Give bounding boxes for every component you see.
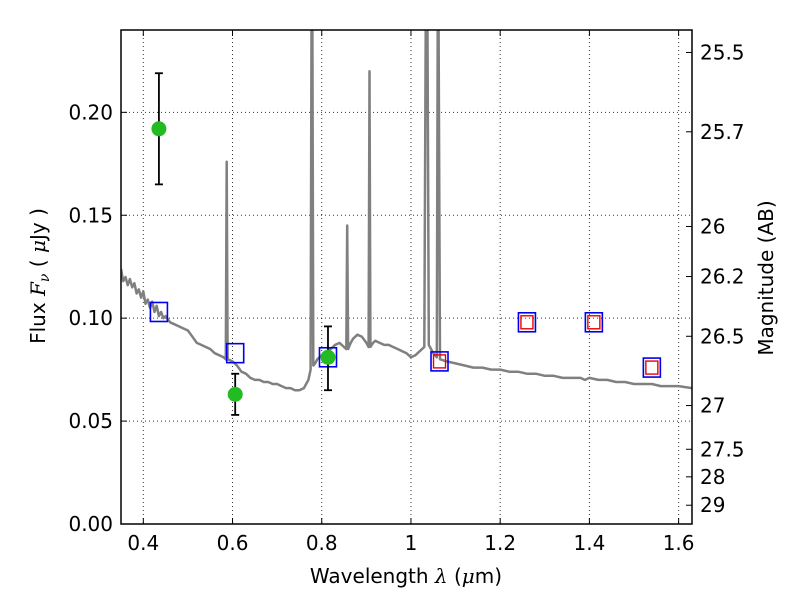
model-square-marker <box>225 342 245 364</box>
grid <box>121 30 692 525</box>
spectrum-line <box>121 30 692 392</box>
x-tick-label: 1.6 <box>663 531 695 555</box>
y2-tick-label: 26 <box>700 214 725 238</box>
model-square-marker <box>517 311 537 333</box>
x-tick-label: 0.6 <box>217 531 249 555</box>
y-tick-label: 0.10 <box>68 306 113 330</box>
y-tick-label: 0.15 <box>68 203 113 227</box>
y-axis-label: Flux Fν ( μJy ) <box>26 208 53 344</box>
plot-frame <box>120 29 693 525</box>
x-tick-label: 1.2 <box>484 531 516 555</box>
y2-tick-label: 29 <box>700 493 725 517</box>
y2-tick-label: 27.5 <box>700 437 745 461</box>
x-tick-label: 0.8 <box>306 531 338 555</box>
upper-limit-marker <box>520 315 534 330</box>
x-tick-label: 0.4 <box>127 531 159 555</box>
y2-tick-label: 27 <box>700 394 725 418</box>
y-axis-ticks: 0.00 0.05 0.10 0.15 0.20 <box>68 100 127 536</box>
x-tick-label: 1 <box>405 531 418 555</box>
y2-tick-label: 26.2 <box>700 265 745 289</box>
model-square-marker <box>642 357 662 378</box>
x-tick-label: 1.4 <box>573 531 605 555</box>
spectrum-series <box>121 30 692 392</box>
x-axis-ticks: 0.4 0.6 0.8 1 1.2 1.4 1.6 <box>127 30 695 555</box>
measured-point <box>151 121 167 137</box>
model-square-marker <box>584 311 604 333</box>
y2-tick-label: 25.7 <box>700 120 745 144</box>
y2-axis-ticks: 25.5 25.7 26 26.2 26.5 27 27.5 28 29 <box>686 40 745 517</box>
y2-tick-label: 28 <box>700 465 725 489</box>
model-square-marker <box>149 301 169 323</box>
upper-limit-marker <box>432 354 447 369</box>
y-tick-label: 0.05 <box>68 409 113 433</box>
photometry-marks <box>149 72 662 416</box>
measured-point <box>320 349 336 365</box>
upper-limit-marker <box>587 315 601 330</box>
y2-tick-label: 25.5 <box>700 40 745 64</box>
x-axis-label: Wavelength λ (μm) <box>310 564 502 588</box>
y-tick-label: 0.00 <box>68 512 113 536</box>
y2-axis-label: Magnitude (AB) <box>754 200 778 355</box>
upper-limit-marker <box>645 360 659 375</box>
y-tick-label: 0.20 <box>68 100 113 124</box>
y2-tick-label: 26.5 <box>700 324 745 348</box>
measured-point <box>227 386 243 402</box>
model-square-marker <box>430 351 449 372</box>
